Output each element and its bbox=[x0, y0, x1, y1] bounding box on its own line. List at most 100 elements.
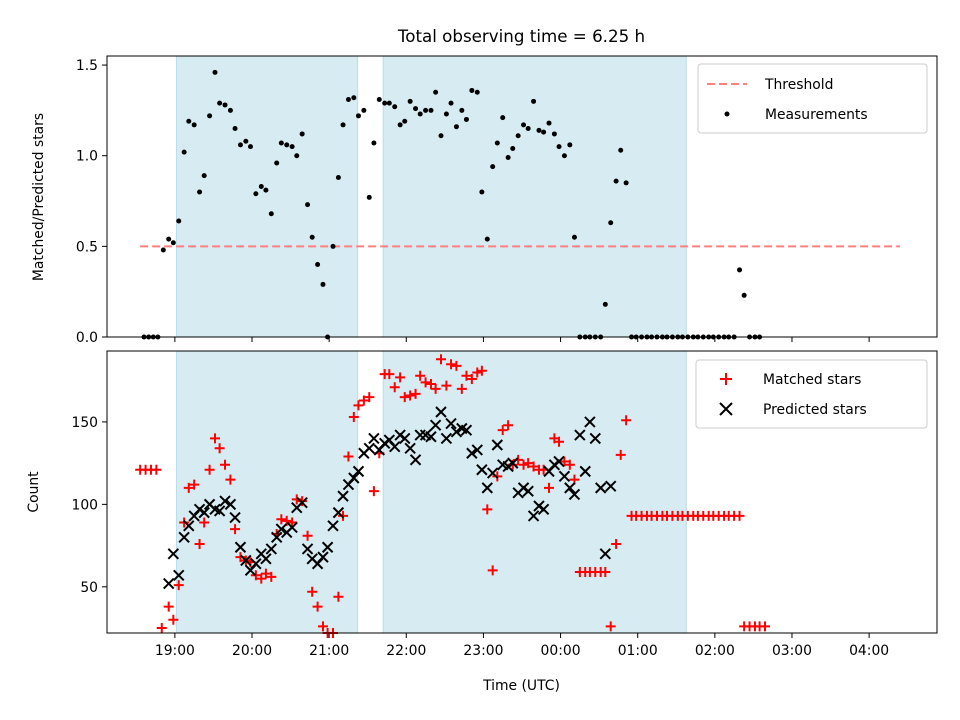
bottom-panel: 50 100 150 19:00 20:00 21:00 22:00 23:00 00:00 0… bbox=[26, 350, 938, 694]
y-tick-label: 100 bbox=[71, 497, 98, 513]
matched-stars-point bbox=[611, 538, 622, 549]
matched-stars-point bbox=[333, 591, 344, 602]
measurement-point bbox=[197, 189, 203, 195]
predicted-stars-point bbox=[466, 447, 478, 459]
matched-stars-point bbox=[389, 382, 400, 393]
matched-stars-point bbox=[281, 515, 292, 526]
matched-stars-point bbox=[260, 568, 271, 579]
measurement-point bbox=[402, 118, 408, 124]
measurement-point bbox=[278, 140, 284, 146]
measurement-point bbox=[490, 164, 496, 170]
predicted-stars-point bbox=[594, 482, 607, 494]
measurement-point bbox=[212, 69, 218, 75]
matched-stars-point bbox=[425, 378, 436, 389]
matched-stars-point bbox=[528, 461, 539, 472]
measurement-point bbox=[166, 236, 172, 242]
observing-interval-2 bbox=[382, 55, 687, 338]
predicted-stars-point bbox=[321, 541, 334, 553]
measurement-point bbox=[459, 107, 465, 113]
x-tick-label: 03:00 bbox=[772, 643, 812, 659]
measurement-point bbox=[237, 142, 243, 148]
measurement-point bbox=[571, 234, 577, 240]
matched-stars-point bbox=[307, 586, 318, 597]
measurement-point bbox=[258, 184, 264, 190]
matched-stars-point bbox=[441, 380, 452, 391]
legend-measurements-label: Measurements bbox=[765, 107, 868, 123]
predicted-stars-point bbox=[234, 541, 247, 553]
top-panel-frame bbox=[106, 55, 938, 338]
legend-matched-swatch bbox=[720, 373, 732, 385]
bottom-y-axis-label: Count bbox=[26, 471, 42, 513]
measurement-point bbox=[515, 133, 521, 139]
matched-stars-point bbox=[194, 538, 205, 549]
x-axis-label: Time (UTC) bbox=[482, 678, 560, 694]
measurement-point bbox=[623, 180, 629, 186]
measurement-point bbox=[181, 149, 187, 155]
matched-stars-point bbox=[209, 433, 220, 444]
measurement-point bbox=[207, 113, 213, 119]
predicted-stars-point bbox=[429, 419, 442, 431]
measurement-point bbox=[413, 106, 419, 112]
predicted-stars-point bbox=[491, 439, 504, 451]
matched-stars-point bbox=[497, 425, 508, 436]
measurement-point bbox=[247, 144, 253, 150]
measurement-point bbox=[191, 122, 197, 128]
matched-stars-point bbox=[472, 367, 483, 378]
matched-stars-point bbox=[204, 464, 215, 475]
measurement-point bbox=[438, 133, 444, 139]
matched-stars-point bbox=[543, 482, 554, 493]
measurement-point bbox=[176, 218, 182, 224]
measurement-point bbox=[546, 120, 552, 126]
measurement-point bbox=[608, 220, 614, 226]
predicted-stars-point bbox=[579, 465, 591, 478]
top-legend-box bbox=[697, 63, 928, 134]
matched-stars-point bbox=[461, 370, 472, 381]
matched-stars-point bbox=[151, 464, 162, 475]
matched-stars-point bbox=[163, 601, 174, 612]
measurement-point bbox=[479, 189, 485, 195]
matched-stars-point bbox=[225, 474, 236, 485]
matched-stars-point bbox=[405, 390, 416, 401]
predicted-stars-point bbox=[275, 523, 288, 535]
matched-stars-point bbox=[446, 359, 457, 370]
matched-stars-point bbox=[395, 372, 406, 383]
matched-stars-point bbox=[287, 517, 298, 528]
y-tick-label: 150 bbox=[71, 415, 98, 431]
matched-stars-point bbox=[302, 530, 313, 541]
measurement-point bbox=[500, 115, 506, 121]
matched-stars-point bbox=[266, 571, 277, 582]
x-tick-label: 04:00 bbox=[849, 643, 889, 659]
y-tick-label: 1.5 bbox=[76, 58, 98, 74]
measurement-point bbox=[531, 98, 537, 104]
matched-stars-point bbox=[503, 420, 514, 431]
predicted-stars-point bbox=[327, 520, 339, 532]
matched-stars-point bbox=[399, 392, 410, 403]
matched-stars-point bbox=[415, 370, 426, 381]
measurement-point bbox=[243, 138, 249, 144]
predicted-stars-point bbox=[399, 432, 411, 445]
predicted-stars-point bbox=[348, 472, 360, 484]
predicted-stars-point bbox=[599, 548, 612, 560]
predicted-stars-point bbox=[537, 503, 550, 516]
x-tick-label: 20:00 bbox=[232, 643, 272, 659]
matched-stars-point bbox=[173, 580, 184, 591]
matched-stars-point bbox=[615, 449, 626, 460]
predicted-stars-point bbox=[173, 569, 185, 581]
measurement-point bbox=[618, 147, 624, 153]
top-legend: Threshold Measurements bbox=[697, 63, 928, 134]
measurement-point bbox=[505, 155, 511, 161]
matched-stars-point bbox=[358, 395, 369, 406]
measurement-point bbox=[309, 234, 315, 240]
predicted-stars-point bbox=[317, 551, 329, 563]
matched-stars-point bbox=[430, 383, 441, 394]
measurement-point bbox=[453, 124, 459, 130]
matched-stars-point bbox=[384, 369, 395, 380]
predicted-stars-point bbox=[332, 506, 345, 519]
measurement-point bbox=[335, 174, 341, 180]
predicted-stars-point bbox=[568, 488, 581, 501]
predicted-stars-point bbox=[229, 511, 241, 524]
measurement-point bbox=[613, 178, 619, 184]
predicted-stars-point bbox=[409, 454, 422, 466]
matched-stars-point bbox=[312, 601, 323, 612]
